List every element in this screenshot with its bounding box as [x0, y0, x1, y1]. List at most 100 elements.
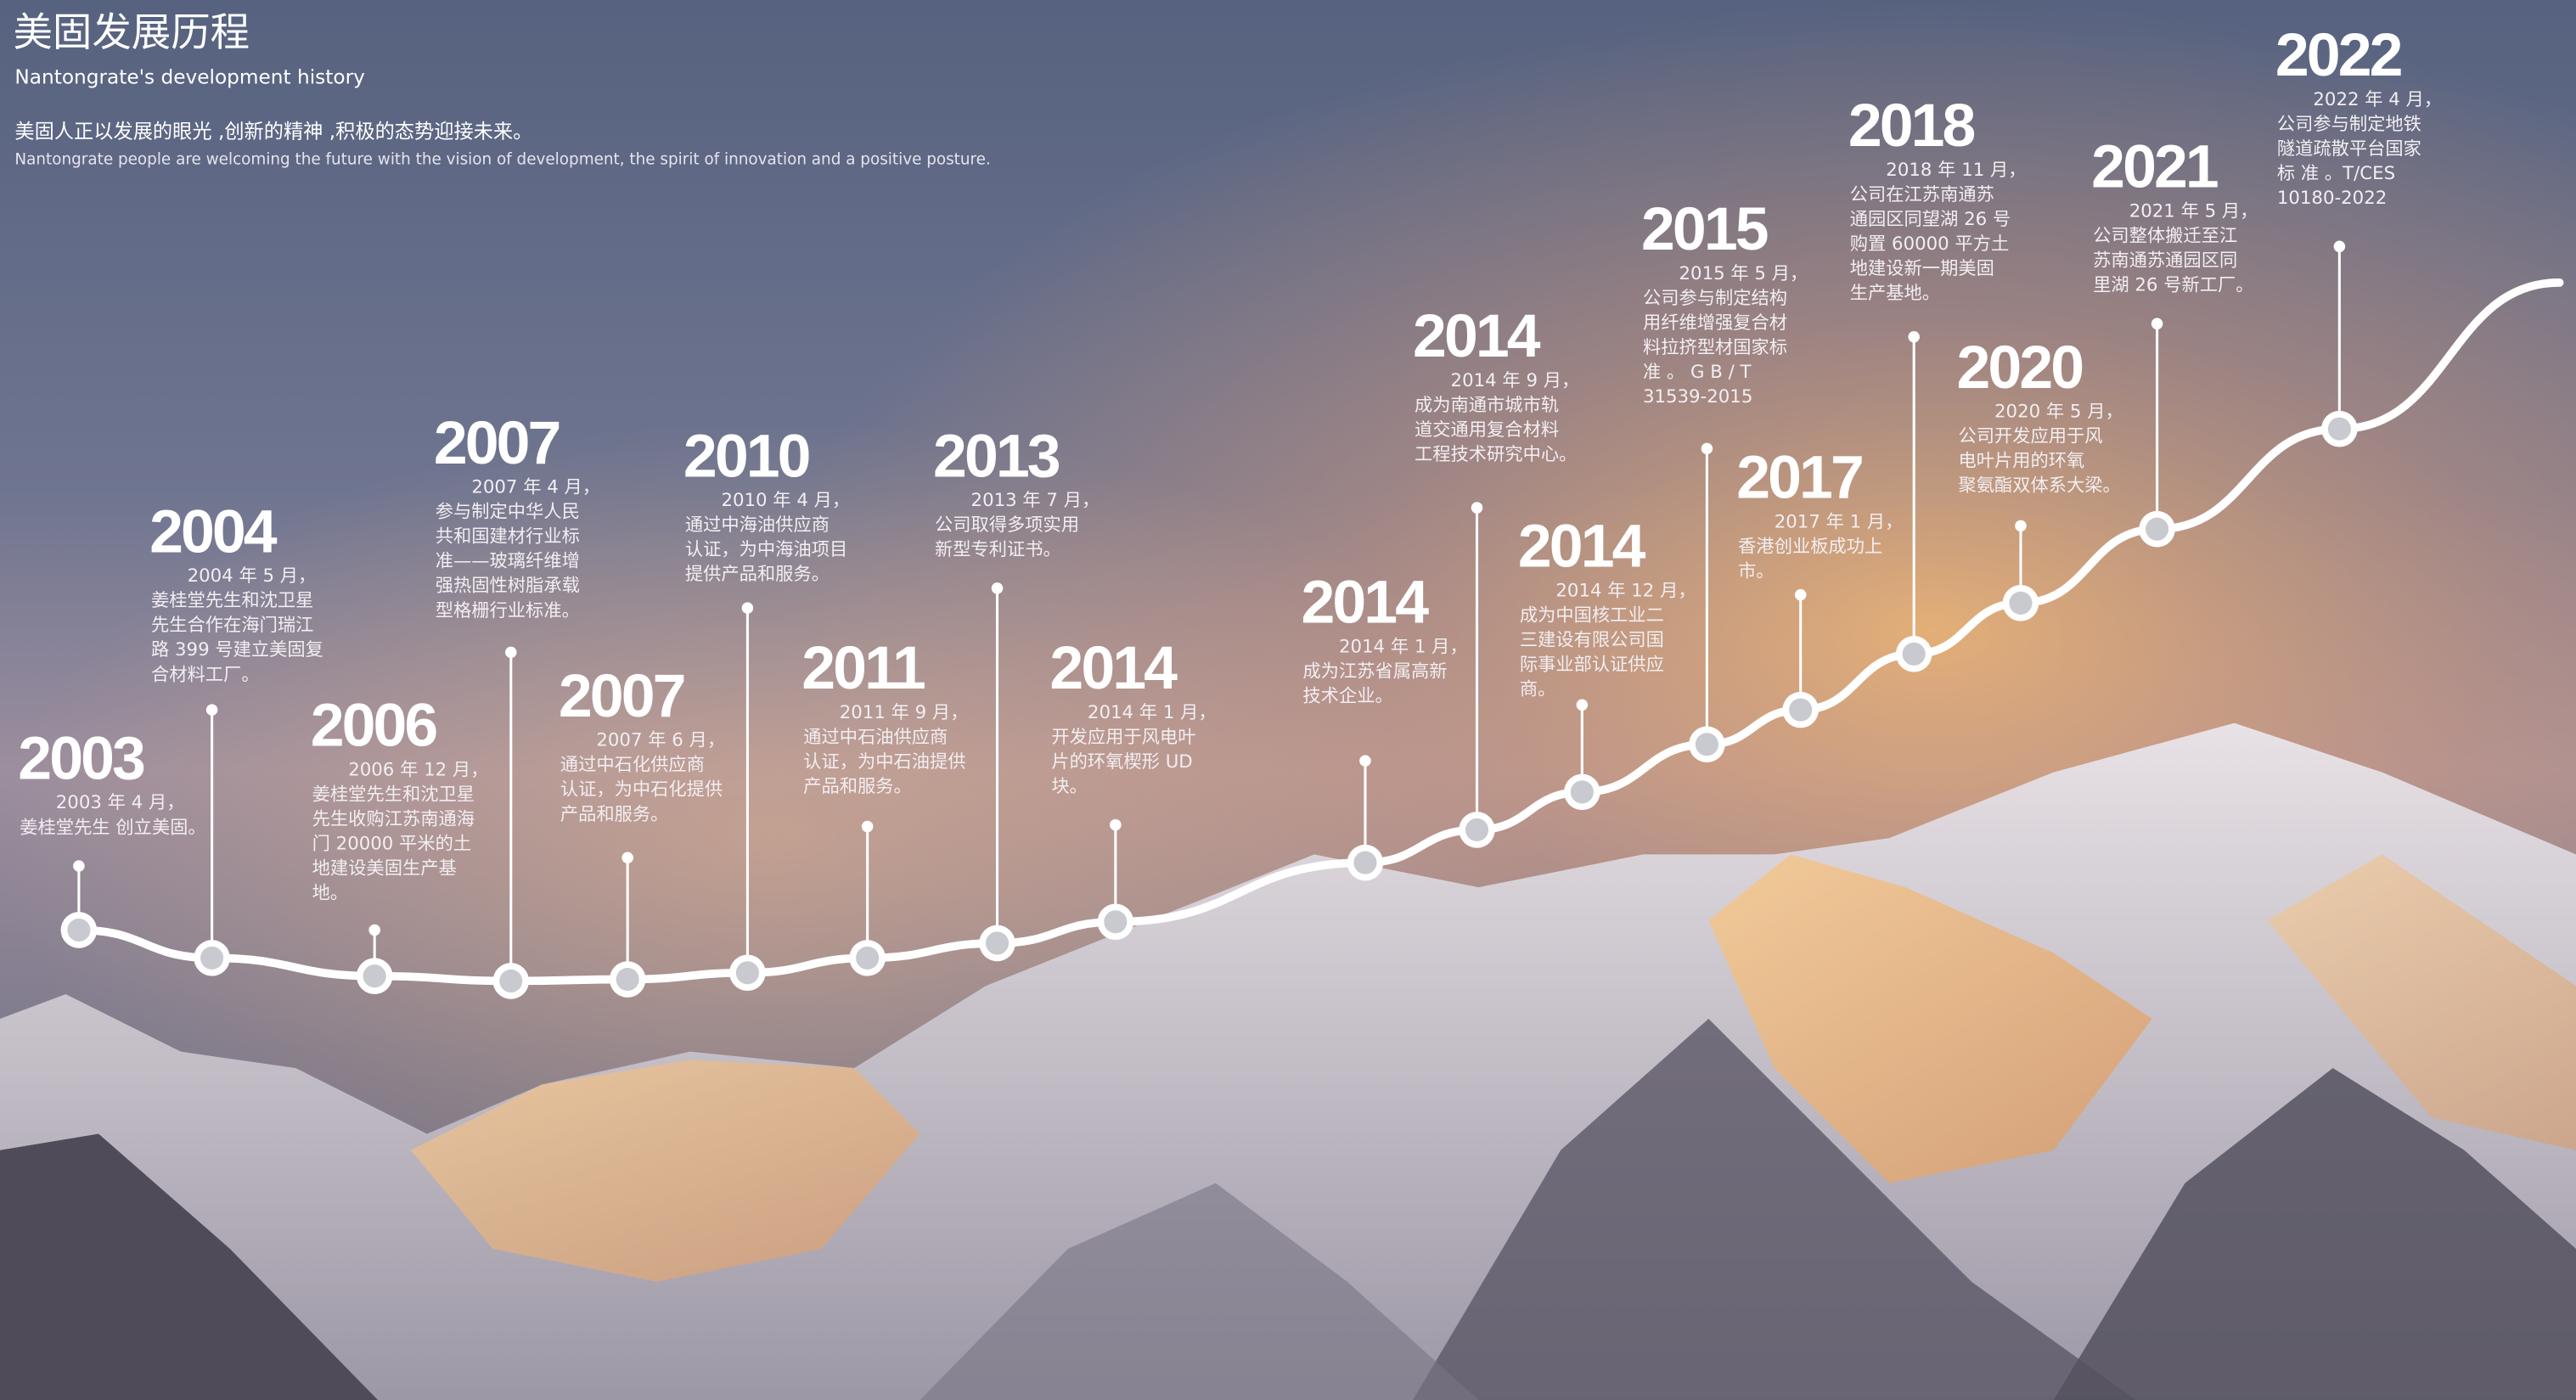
event-year: 2014	[1518, 513, 1646, 581]
stem-dot	[742, 602, 754, 614]
stem-dot	[2334, 241, 2346, 253]
event-text-line: 准——玻璃纤维增	[436, 551, 580, 572]
event-text-line: 2015 年 5 月，	[1679, 263, 1808, 284]
event-text-line: 用纤维增强复合材	[1643, 312, 1787, 334]
event-text-line: 2018 年 11 月，	[1886, 160, 2026, 181]
event-text-line: 2017 年 1 月，	[1775, 511, 1904, 532]
event-text-line: 片的环氧楔形 UD	[1051, 751, 1192, 773]
stem-dot	[622, 852, 633, 864]
event-text-line: 开发应用于风电叶	[1051, 727, 1195, 748]
event-year: 2014	[1049, 634, 1178, 702]
event-year: 2018	[1848, 92, 1975, 160]
event-text-line: 苏南通苏通园区同	[2093, 250, 2237, 272]
event-text-line: 通过中海油供应商	[685, 514, 830, 536]
timeline-page: 美固发展历程 Nantongrate's development history…	[0, 0, 2576, 1400]
event-text-line: 产品和服务。	[803, 776, 912, 797]
event-node-inner	[499, 970, 522, 992]
stem-dot	[862, 821, 874, 833]
event-text-line: 认证，为中石化提供	[560, 779, 723, 801]
event-text-line: 姜桂堂先生和沈卫星	[151, 590, 313, 611]
event-node-inner	[67, 919, 90, 942]
event-text-line: 共和国建材行业标	[436, 526, 580, 548]
event-text-line: 际事业部认证供应	[1520, 655, 1664, 676]
event-text-line: 2014 年 1 月，	[1088, 702, 1217, 723]
event-text-line: 2007 年 4 月，	[471, 477, 600, 498]
event-text-line: 标 准 。T/CES	[2277, 163, 2395, 184]
page-title: 美固发展历程	[13, 9, 250, 55]
event-text-line: 2011 年 9 月，	[840, 702, 969, 723]
event-text-line: 新型专利证书。	[935, 539, 1061, 560]
stem-dot	[1471, 502, 1483, 514]
event-text-line: 生产基地。	[1850, 283, 1940, 304]
event-text-line: 参与制定中华人民	[436, 502, 580, 523]
event-text-line: 工程技术研究中心。	[1415, 444, 1577, 465]
event-text-line: 成为江苏省属高新	[1302, 661, 1447, 682]
event-text-line: 2014 年 1 月，	[1339, 636, 1468, 657]
event-text-line: 公司参与制定地铁	[2277, 114, 2421, 135]
event-year: 2007	[434, 409, 560, 477]
event-text-line: 提供产品和服务。	[685, 564, 830, 585]
event-year: 2020	[1957, 334, 2083, 402]
event-text-line: 香港创业板成功上	[1738, 536, 1882, 557]
event-year: 2017	[1736, 443, 1862, 511]
event-text-line: 姜桂堂先生 创立美固。	[20, 817, 205, 838]
event-text-line: 2014 年 9 月，	[1451, 370, 1580, 391]
event-text-line: 10180-2022	[2277, 188, 2387, 209]
event-text-line: 2004 年 5 月，	[188, 565, 317, 587]
stem-dot	[1908, 331, 1920, 343]
event-text-line: 电叶片用的环氧	[1958, 451, 2084, 472]
event-text-line: 2006 年 12 月，	[348, 760, 488, 781]
page-subtitle: Nantongrate's development history	[14, 66, 365, 89]
event-text-line: 商。	[1520, 679, 1556, 700]
event-node-inner	[200, 947, 223, 970]
event-text-line: 地。	[312, 883, 349, 904]
event-text-line: 公司整体搬迁至江	[2093, 226, 2237, 247]
stem-dot	[1110, 819, 1122, 831]
intro-en: Nantongrate people are welcoming the fut…	[14, 151, 990, 169]
stem-dot	[2015, 520, 2027, 532]
event-year: 2011	[801, 634, 925, 702]
event-text-line: 型格栅行业标准。	[436, 600, 580, 621]
event-year: 2004	[149, 498, 278, 565]
stem-dot	[206, 704, 218, 716]
event-text-line: 2010 年 4 月，	[721, 490, 850, 511]
event-text-line: 隧道疏散平台国家	[2277, 138, 2421, 160]
stem-dot	[1795, 589, 1807, 601]
event-text-line: 先生收购江苏南通海	[312, 809, 475, 830]
event-text-line: 强热固性树脂承载	[436, 576, 580, 597]
event-node-inner	[2009, 592, 2032, 615]
event-text-line: 公司取得多项实用	[935, 514, 1079, 536]
stem-dot	[1577, 700, 1589, 711]
event-text-line: 2013 年 7 月，	[971, 490, 1100, 511]
event-text-line: 2021 年 5 月，	[2129, 200, 2258, 222]
event-year: 2013	[933, 422, 1060, 490]
event-text-line: 产品和服务。	[560, 804, 669, 825]
event-year: 2007	[559, 662, 684, 730]
event-year: 2003	[18, 724, 144, 792]
event-text-line: 料拉挤型材国家标	[1643, 337, 1787, 358]
event-text-line: 2022 年 4 月，	[2313, 89, 2442, 110]
event-text-line: 购置 60000 平方土	[1850, 233, 2009, 255]
stem-dot	[73, 860, 85, 872]
event-text-line: 地建设新一期美固	[1850, 258, 1994, 279]
event-text-line: 姜桂堂先生和沈卫星	[312, 784, 475, 806]
event-node-inner	[2146, 518, 2168, 541]
event-text-line: 通过中石油供应商	[803, 727, 948, 748]
event-text-line: 2020 年 5 月，	[1994, 402, 2123, 423]
intro-zh: 美固人正以发展的眼光 ,创新的精神 ,积极的态势迎接未来。	[14, 121, 532, 143]
event-text-line: 先生合作在海门瑞江	[151, 615, 313, 636]
event-text-line: 2014 年 12 月，	[1555, 581, 1696, 602]
stem-dot	[992, 582, 1004, 594]
event-node-inner	[856, 947, 879, 970]
event-node-inner	[1903, 643, 1926, 666]
event-node-inner	[1104, 910, 1127, 933]
event-year: 2010	[683, 422, 809, 490]
event-text-line: 认证，为中石油提供	[803, 751, 965, 773]
event-text-line: 成为南通市城市轨	[1415, 395, 1559, 416]
event-text-line: 地建设美固生产基	[312, 858, 457, 880]
event-text-line: 通过中石化供应商	[560, 755, 705, 776]
event-node-inner	[736, 961, 759, 984]
event-text-line: 路 399 号建立美固复	[151, 639, 323, 661]
stem-dot	[1701, 443, 1713, 455]
event-text-line: 准 。 G B / T	[1643, 362, 1752, 383]
